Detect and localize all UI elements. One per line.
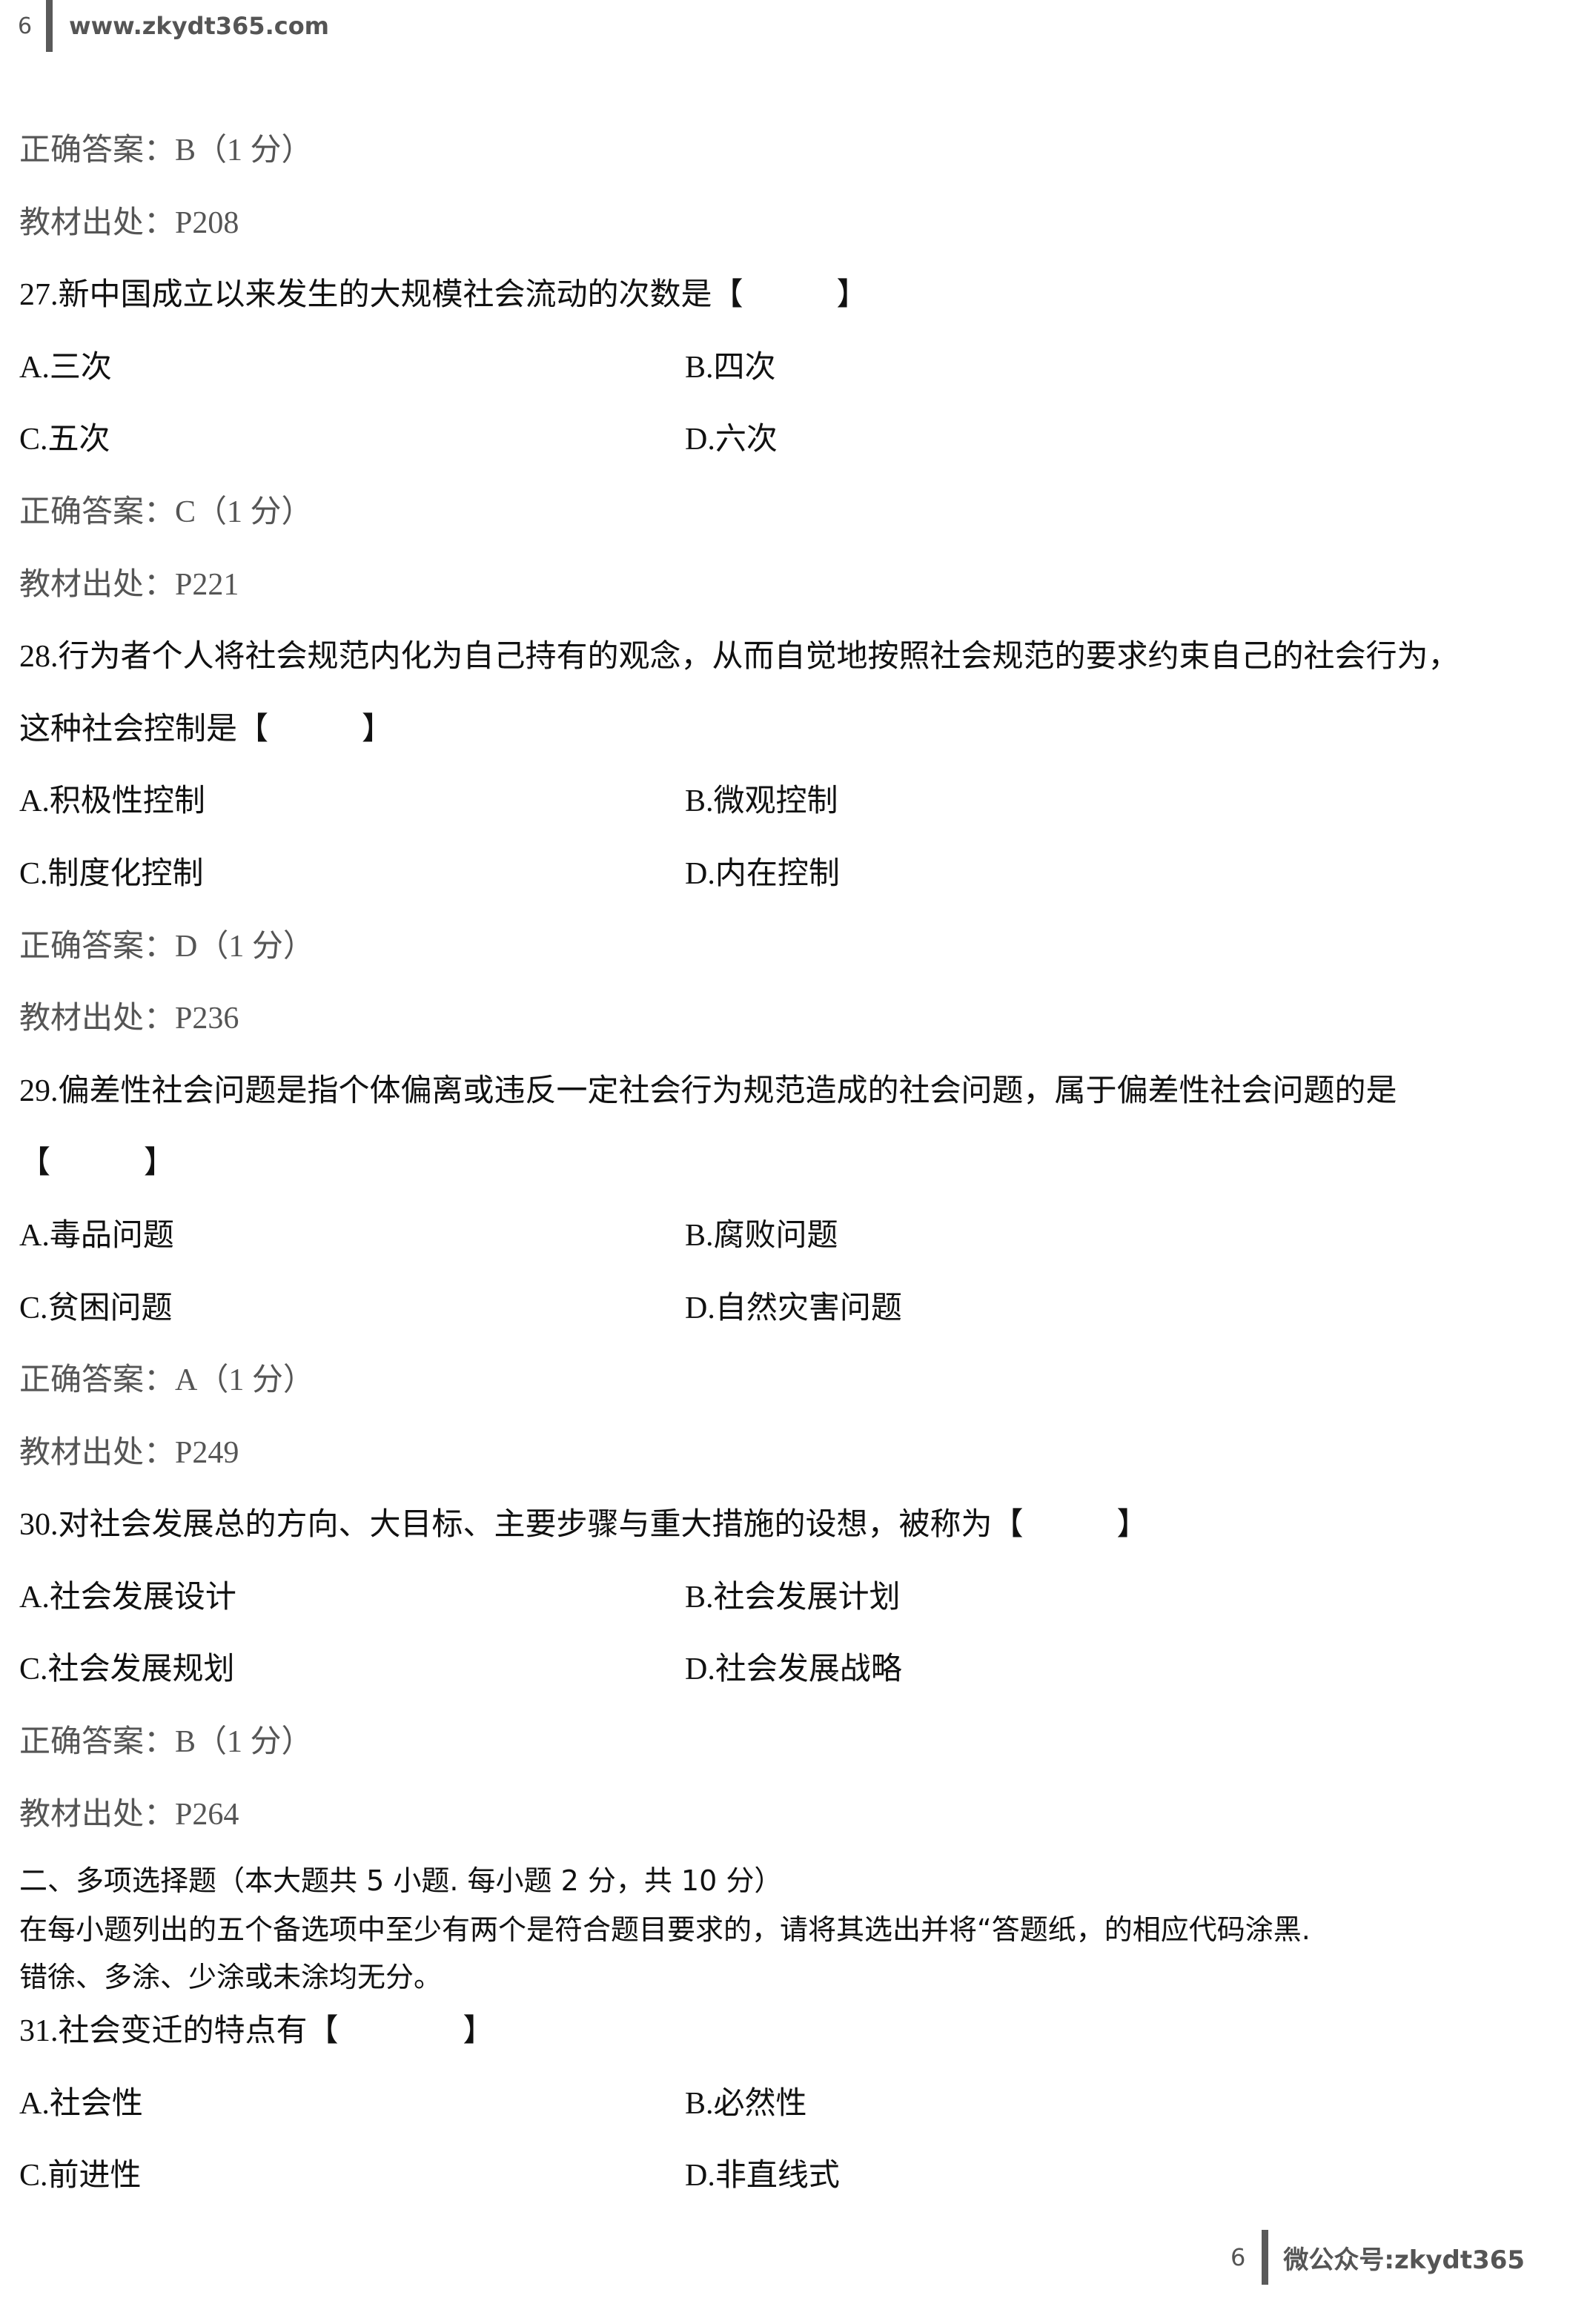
option-d: D.内在控制 <box>685 856 840 891</box>
page-number: 6 <box>18 13 33 39</box>
section-title: 二、多项选择题（本大题共 5 小题. 每小题 2 分，共 10 分） <box>19 1864 783 1897</box>
wechat-account: 微公众号:zkydt365 <box>1283 2245 1526 2275</box>
option-c: C.社会发展规划 <box>19 1652 235 1687</box>
question-stem: 28.行为者个人将社会规范内化为自己持有的观念，从而自觉地按照社会规范的要求约束… <box>19 640 1460 675</box>
question-stem: 【 】 <box>19 1146 176 1181</box>
option-row: A.毒品问题 B.腐败问题 <box>19 1200 1561 1273</box>
footer-page-number: 6 <box>1230 2243 1246 2271</box>
question-stem: 30.对社会发展总的方向、大目标、主要步骤与重大措施的设想，被称为【 】 <box>19 1508 1148 1543</box>
option-b: B.腐败问题 <box>685 1218 838 1253</box>
header-divider <box>46 0 53 52</box>
option-b: B.社会发展计划 <box>685 1580 901 1615</box>
option-b: B.四次 <box>685 350 776 385</box>
option-row: A.社会发展设计 B.社会发展计划 <box>19 1562 1561 1635</box>
correct-answer: 正确答案：C（1 分） <box>19 494 313 529</box>
option-c: C.制度化控制 <box>19 856 204 891</box>
option-a: A.社会性 <box>19 2086 143 2121</box>
option-a: A.三次 <box>19 350 112 385</box>
option-row: A.三次 B.四次 <box>19 332 1561 405</box>
option-a: A.社会发展设计 <box>19 1580 236 1615</box>
question-stem: 31.社会变迁的特点有【 】 <box>19 2014 494 2048</box>
option-a: A.积极性控制 <box>19 784 205 819</box>
question-stem: 这种社会控制是【 】 <box>19 712 394 746</box>
correct-answer: 正确答案：A（1 分） <box>19 1363 314 1398</box>
option-d: D.非直线式 <box>685 2159 840 2194</box>
option-a: A.毒品问题 <box>19 1218 174 1253</box>
textbook-source: 教材出处：P236 <box>19 1002 239 1036</box>
question-stem: 29.偏差性社会问题是指个体偏离或违反一定社会行为规范造成的社会问题，属于偏差性… <box>19 1073 1397 1108</box>
page-header: 6 www.zkydt365.com <box>18 0 329 52</box>
option-d: D.自然灾害问题 <box>685 1291 902 1325</box>
question-list: 正确答案：B（1 分） 教材出处：P208 27.新中国成立以来发生的大规模社会流动… <box>19 115 1561 1851</box>
textbook-source: 教材出处：P208 <box>19 205 239 240</box>
section-instruction: 在每小题列出的五个备选项中至少有两个是符合题目要求的，请将其选出并将“答题纸，的… <box>19 1913 1311 1946</box>
option-row: C.五次 D.六次 <box>19 404 1561 477</box>
footer-divider <box>1262 2230 1269 2285</box>
correct-answer: 正确答案：B（1 分） <box>19 133 313 168</box>
page-footer: 6 微公众号:zkydt365 <box>1230 2230 1525 2285</box>
site-url: www.zkydt365.com <box>69 12 330 40</box>
option-row: C.前进性 D.非直线式 <box>19 2140 1561 2213</box>
option-d: D.六次 <box>685 423 778 457</box>
option-c: C.前进性 <box>19 2159 142 2194</box>
correct-answer: 正确答案：D（1 分） <box>19 929 314 964</box>
option-row: C.制度化控制 D.内在控制 <box>19 838 1561 911</box>
section-instruction: 错徐、多涂、少涂或未涂均无分。 <box>19 1961 443 1993</box>
option-c: C.贫困问题 <box>19 1291 173 1325</box>
question-stem: 27.新中国成立以来发生的大规模社会流动的次数是【 】 <box>19 278 868 313</box>
correct-answer: 正确答案：B（1 分） <box>19 1725 313 1760</box>
option-b: B.必然性 <box>685 2086 807 2121</box>
question-31: 31.社会变迁的特点有【 】 A.社会性 B.必然性 C.前进性 D.非直线式 <box>19 1996 1561 2213</box>
option-row: A.社会性 B.必然性 <box>19 2068 1561 2141</box>
option-c: C.五次 <box>19 423 110 457</box>
textbook-source: 教材出处：P249 <box>19 1435 239 1470</box>
option-row: C.贫困问题 D.自然灾害问题 <box>19 1273 1561 1345</box>
option-d: D.社会发展战略 <box>685 1652 902 1687</box>
textbook-source: 教材出处：P264 <box>19 1797 239 1832</box>
option-row: A.积极性控制 B.微观控制 <box>19 766 1561 838</box>
option-row: C.社会发展规划 D.社会发展战略 <box>19 1634 1561 1706</box>
option-b: B.微观控制 <box>685 784 838 819</box>
textbook-source: 教材出处：P221 <box>19 567 239 602</box>
